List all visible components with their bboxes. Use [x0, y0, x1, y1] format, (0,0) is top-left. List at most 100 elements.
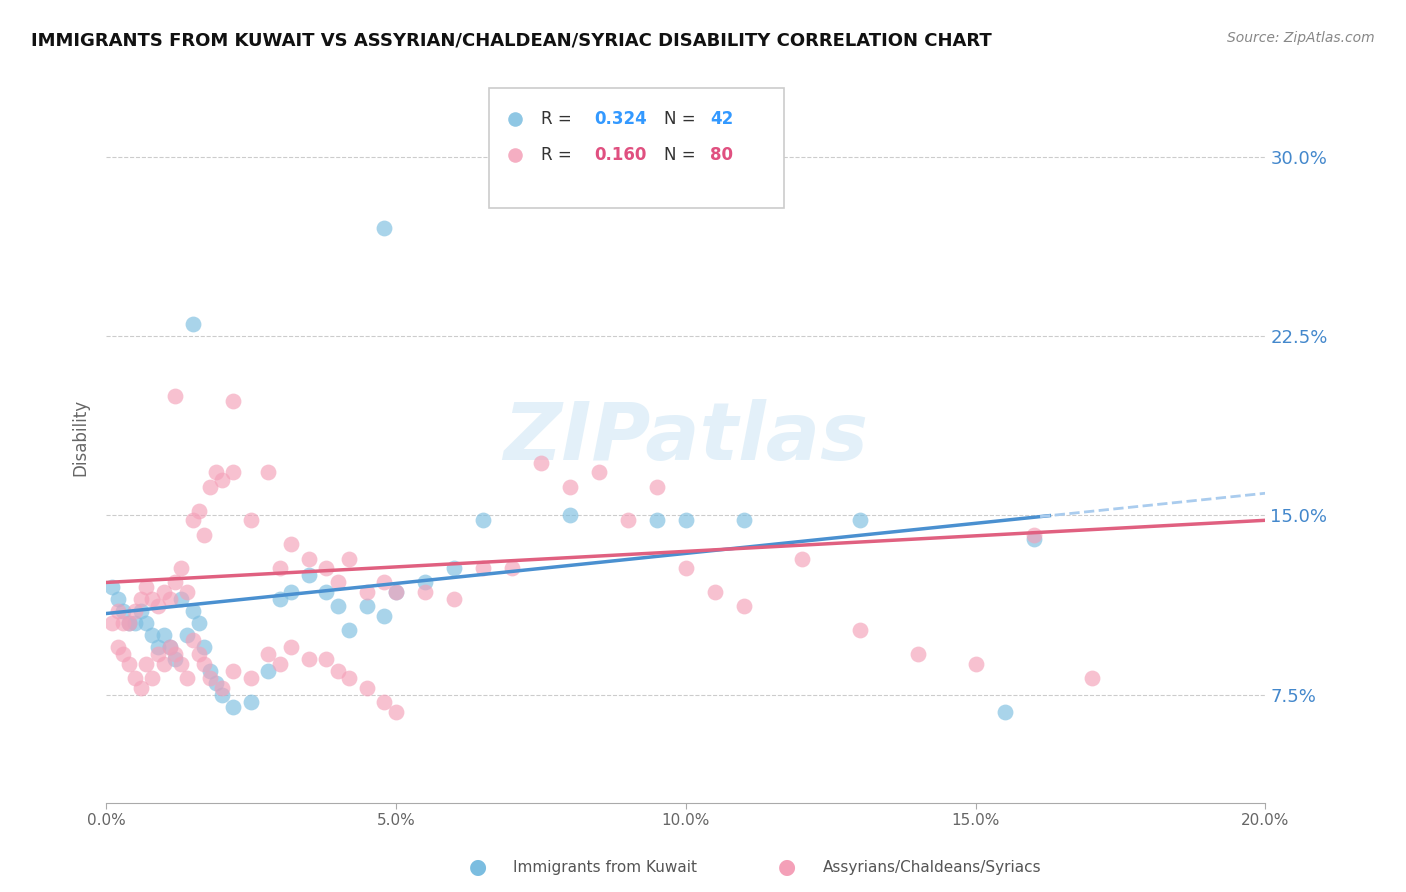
Point — [373, 575, 395, 590]
Point — [176, 585, 198, 599]
Point — [211, 681, 233, 695]
Point — [965, 657, 987, 671]
Point — [146, 599, 169, 614]
Point — [315, 561, 337, 575]
Point — [848, 513, 870, 527]
Point — [339, 671, 361, 685]
Point — [315, 652, 337, 666]
Point — [124, 604, 146, 618]
Point — [257, 647, 280, 661]
Point — [443, 561, 465, 575]
Point — [112, 604, 135, 618]
Text: 42: 42 — [710, 110, 734, 128]
Point — [1022, 527, 1045, 541]
Point — [187, 504, 209, 518]
Point — [645, 480, 668, 494]
Point — [645, 513, 668, 527]
Point — [373, 221, 395, 235]
Point — [211, 473, 233, 487]
Point — [356, 681, 378, 695]
Point — [733, 513, 755, 527]
Point — [135, 616, 157, 631]
Point — [239, 513, 262, 527]
Point — [675, 513, 697, 527]
Point — [205, 676, 228, 690]
Point — [146, 640, 169, 654]
Point — [848, 624, 870, 638]
Point — [159, 640, 181, 654]
Text: ●: ● — [779, 857, 796, 877]
Point — [269, 592, 291, 607]
Point — [790, 551, 813, 566]
Text: N =: N = — [664, 146, 700, 164]
Point — [326, 575, 349, 590]
Point — [135, 657, 157, 671]
Point — [558, 480, 581, 494]
Text: Assyrians/Chaldeans/Syriacs: Assyrians/Chaldeans/Syriacs — [823, 860, 1040, 874]
Point — [141, 628, 163, 642]
Point — [187, 647, 209, 661]
Point — [153, 585, 176, 599]
Point — [356, 585, 378, 599]
Point — [187, 616, 209, 631]
Point — [200, 664, 222, 678]
Point — [118, 616, 141, 631]
Point — [205, 466, 228, 480]
Point — [339, 551, 361, 566]
Point — [222, 699, 245, 714]
Point — [907, 647, 929, 661]
Point — [993, 705, 1015, 719]
Point — [200, 671, 222, 685]
Point — [373, 609, 395, 624]
Point — [165, 647, 187, 661]
Point — [280, 640, 302, 654]
Point — [124, 616, 146, 631]
Text: Immigrants from Kuwait: Immigrants from Kuwait — [513, 860, 697, 874]
Text: ●: ● — [470, 857, 486, 877]
Point — [159, 592, 181, 607]
Point — [239, 671, 262, 685]
Point — [193, 527, 215, 541]
Text: Source: ZipAtlas.com: Source: ZipAtlas.com — [1227, 31, 1375, 45]
Point — [703, 585, 725, 599]
Point — [211, 688, 233, 702]
Point — [588, 466, 610, 480]
Point — [315, 585, 337, 599]
Text: IMMIGRANTS FROM KUWAIT VS ASSYRIAN/CHALDEAN/SYRIAC DISABILITY CORRELATION CHART: IMMIGRANTS FROM KUWAIT VS ASSYRIAN/CHALD… — [31, 31, 991, 49]
Point — [107, 592, 129, 607]
Point — [170, 561, 193, 575]
Point — [413, 575, 436, 590]
Point — [413, 585, 436, 599]
Point — [257, 664, 280, 678]
Point — [222, 393, 245, 408]
Point — [118, 657, 141, 671]
FancyBboxPatch shape — [488, 87, 785, 208]
Point — [181, 632, 204, 647]
Point — [176, 671, 198, 685]
Point — [107, 604, 129, 618]
Point — [339, 624, 361, 638]
Point — [326, 599, 349, 614]
Text: N =: N = — [664, 110, 700, 128]
Text: R =: R = — [541, 110, 576, 128]
Text: R =: R = — [541, 146, 576, 164]
Point — [280, 585, 302, 599]
Point — [153, 657, 176, 671]
Point — [124, 671, 146, 685]
Point — [373, 695, 395, 709]
Point — [385, 585, 408, 599]
Text: 0.160: 0.160 — [595, 146, 647, 164]
Point — [181, 513, 204, 527]
Point — [443, 592, 465, 607]
Point — [141, 592, 163, 607]
Point — [222, 466, 245, 480]
Point — [146, 647, 169, 661]
Point — [129, 681, 152, 695]
Point — [298, 568, 321, 582]
Text: 80: 80 — [710, 146, 733, 164]
Point — [269, 561, 291, 575]
Y-axis label: Disability: Disability — [72, 400, 89, 476]
Point — [129, 604, 152, 618]
Point — [298, 652, 321, 666]
Point — [356, 599, 378, 614]
